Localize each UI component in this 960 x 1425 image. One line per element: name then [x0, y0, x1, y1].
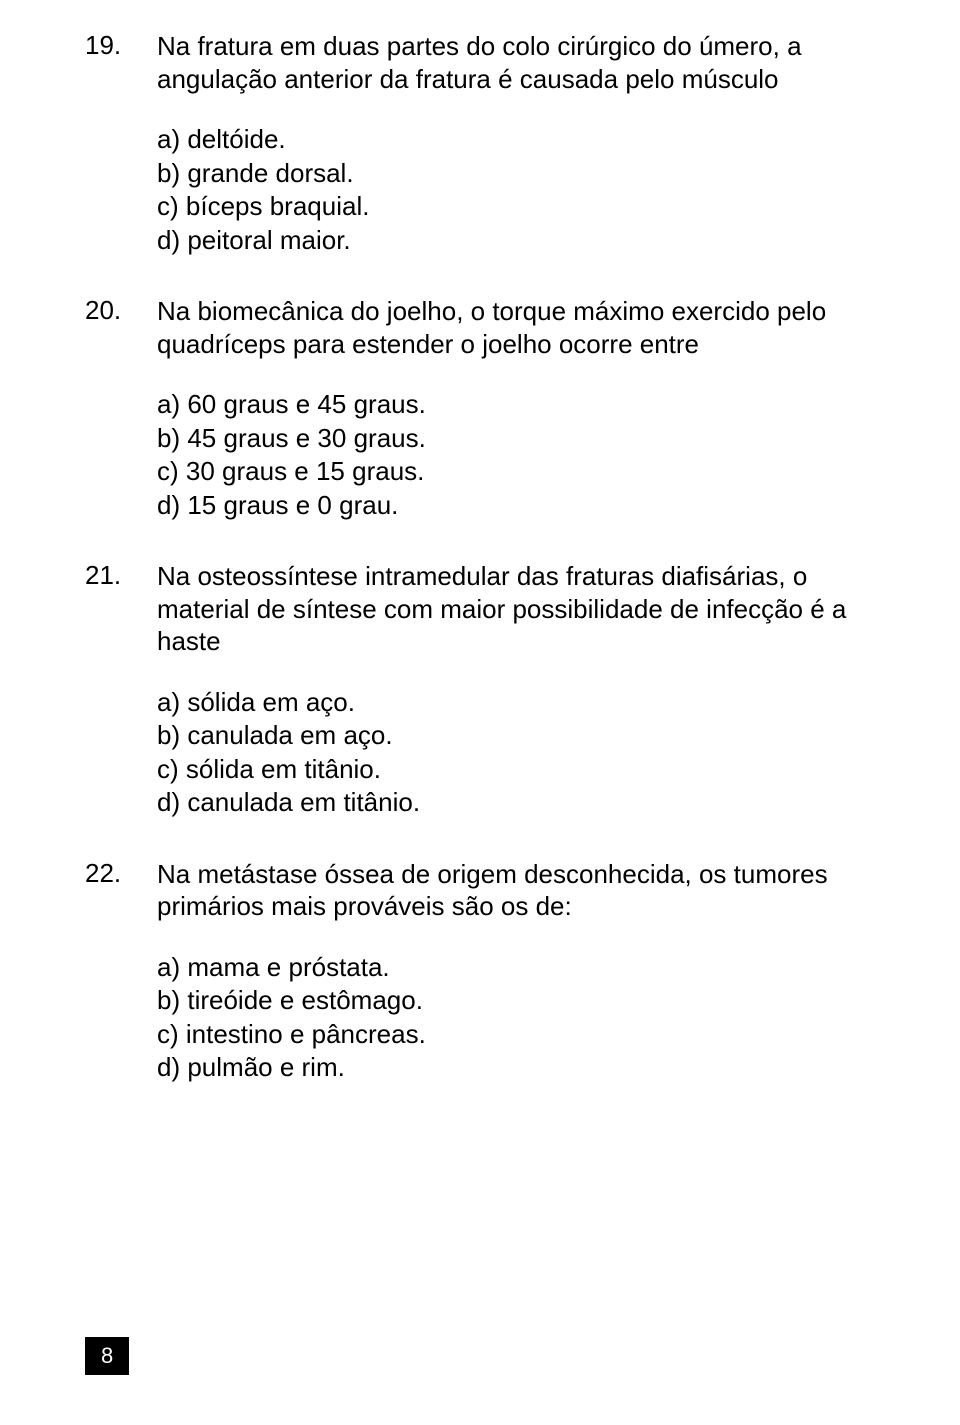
question-options: a) mama e próstata. b) tireóide e estôma…: [157, 951, 875, 1084]
option-b: b) tireóide e estômago.: [157, 984, 875, 1017]
option-c: c) sólida em titânio.: [157, 753, 875, 786]
option-a: a) mama e próstata.: [157, 951, 875, 984]
question-number: 19.: [85, 30, 157, 257]
option-a: a) 60 graus e 45 graus.: [157, 388, 875, 421]
question-number: 20.: [85, 295, 157, 522]
question-options: a) sólida em aço. b) canulada em aço. c)…: [157, 686, 875, 819]
option-d: d) pulmão e rim.: [157, 1051, 875, 1084]
option-b: b) grande dorsal.: [157, 157, 875, 190]
option-b: b) 45 graus e 30 graus.: [157, 422, 875, 455]
option-c: c) intestino e pâncreas.: [157, 1018, 875, 1051]
question-body: Na fratura em duas partes do colo cirúrg…: [157, 30, 875, 257]
question-number: 22.: [85, 858, 157, 1085]
question-options: a) deltóide. b) grande dorsal. c) bíceps…: [157, 123, 875, 256]
question-text: Na biomecânica do joelho, o torque máxim…: [157, 295, 875, 360]
option-c: c) 30 graus e 15 graus.: [157, 455, 875, 488]
option-a: a) sólida em aço.: [157, 686, 875, 719]
page-number: 8: [85, 1337, 129, 1375]
option-c: c) bíceps braquial.: [157, 190, 875, 223]
question-body: Na osteossíntese intramedular das fratur…: [157, 560, 875, 820]
question-21: 21. Na osteossíntese intramedular das fr…: [85, 560, 875, 820]
question-22: 22. Na metástase óssea de origem desconh…: [85, 858, 875, 1085]
question-number: 21.: [85, 560, 157, 820]
option-d: d) peitoral maior.: [157, 224, 875, 257]
question-19: 19. Na fratura em duas partes do colo ci…: [85, 30, 875, 257]
question-body: Na metástase óssea de origem desconhecid…: [157, 858, 875, 1085]
question-text: Na fratura em duas partes do colo cirúrg…: [157, 30, 875, 95]
question-text: Na osteossíntese intramedular das fratur…: [157, 560, 875, 658]
question-20: 20. Na biomecânica do joelho, o torque m…: [85, 295, 875, 522]
option-a: a) deltóide.: [157, 123, 875, 156]
question-text: Na metástase óssea de origem desconhecid…: [157, 858, 875, 923]
question-body: Na biomecânica do joelho, o torque máxim…: [157, 295, 875, 522]
option-b: b) canulada em aço.: [157, 719, 875, 752]
option-d: d) 15 graus e 0 grau.: [157, 489, 875, 522]
option-d: d) canulada em titânio.: [157, 786, 875, 819]
question-options: a) 60 graus e 45 graus. b) 45 graus e 30…: [157, 388, 875, 521]
